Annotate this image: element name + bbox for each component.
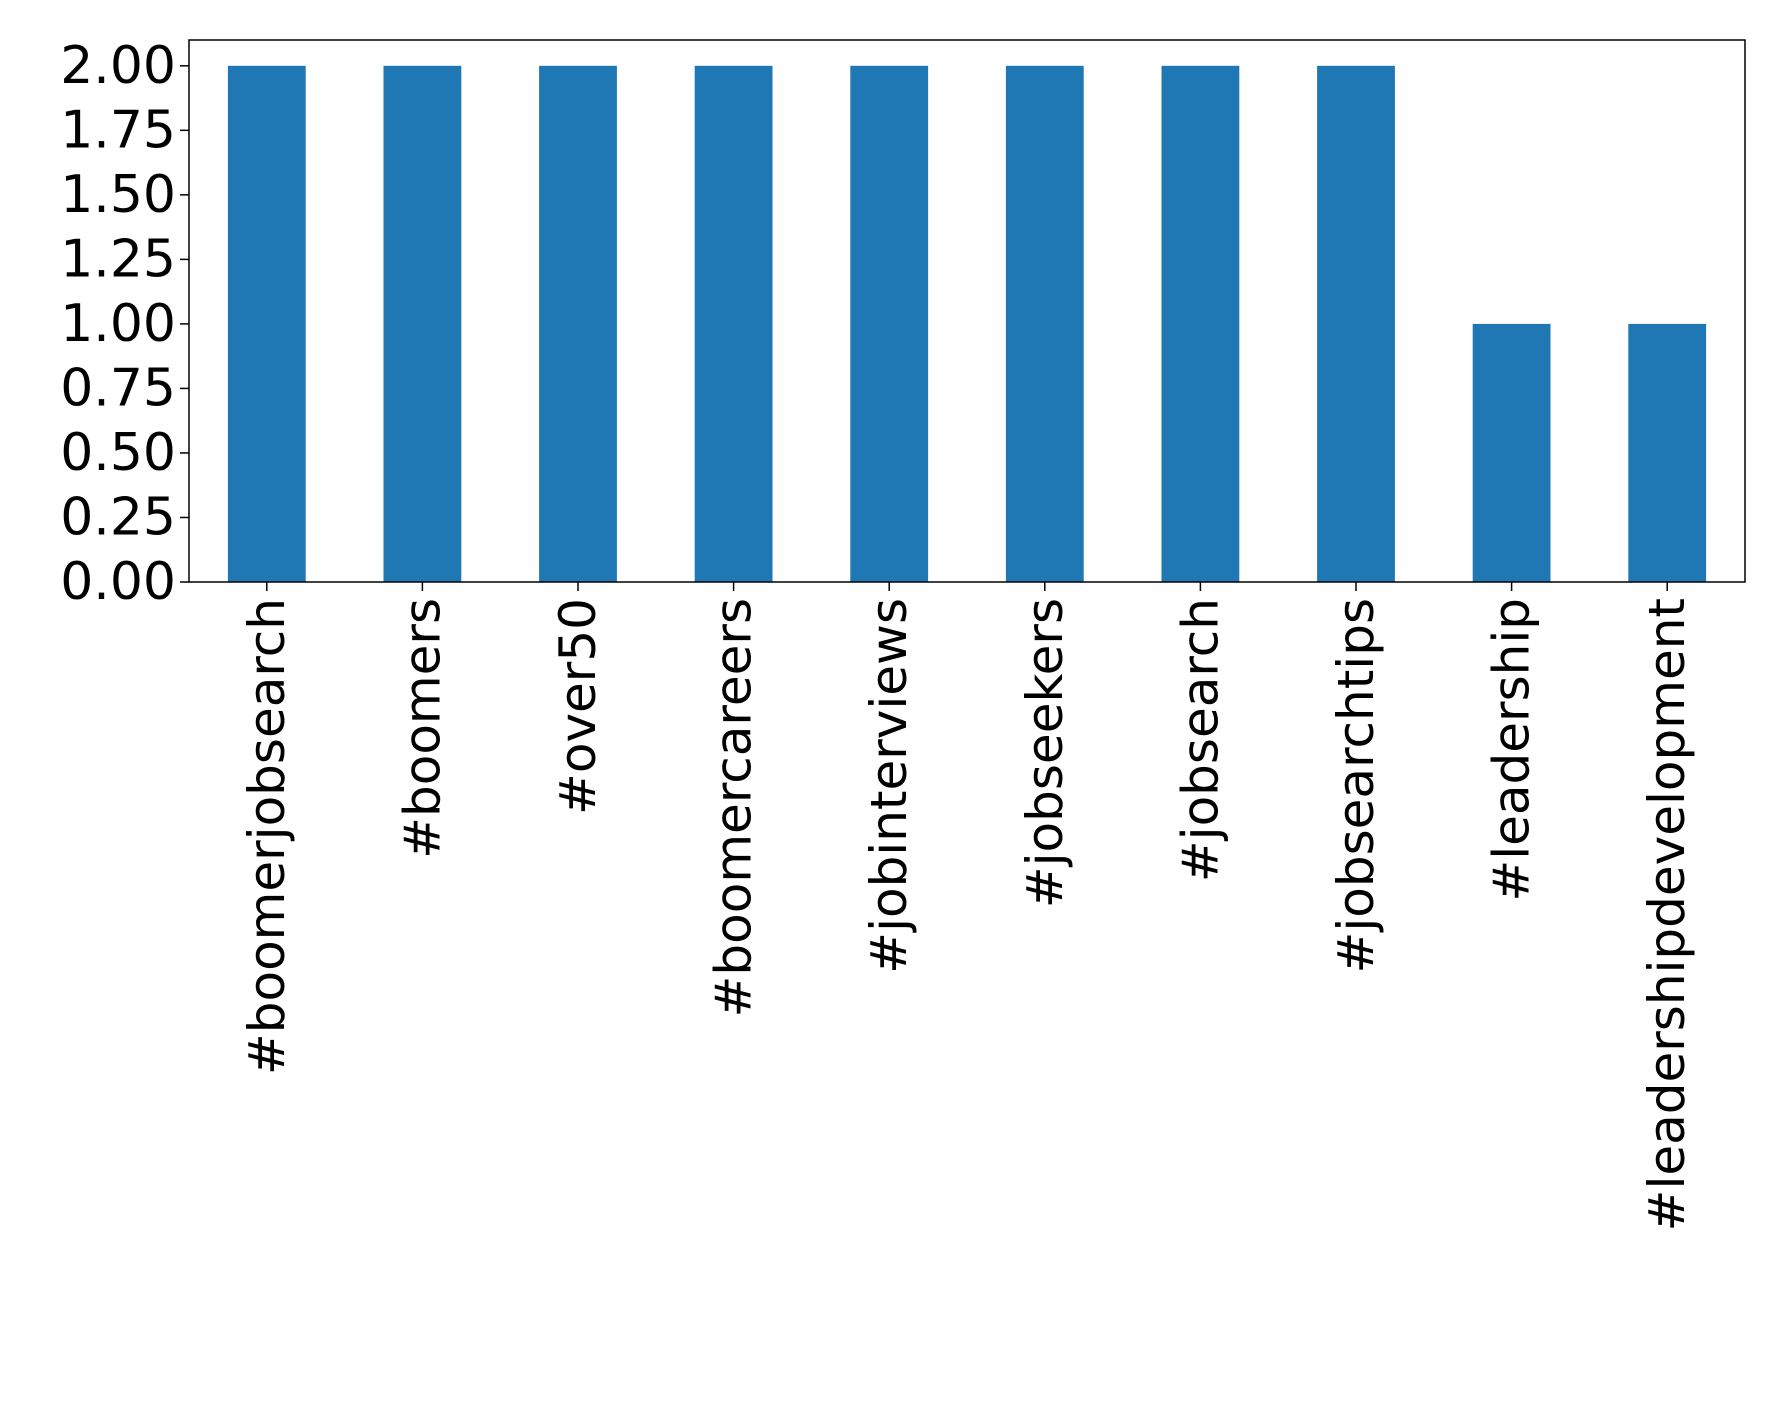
y-tick-label: 1.25	[60, 229, 176, 289]
y-tick-label: 0.50	[60, 423, 176, 483]
bar-leadershipdevelopment	[1628, 323, 1707, 582]
x-tick-label: #jobsearchtips	[1327, 598, 1385, 974]
x-tick-label: #over50	[549, 598, 607, 815]
x-tick-label: #jobinterviews	[860, 598, 918, 974]
bar-jobinterviews	[850, 65, 929, 583]
bar-jobsearch	[1161, 65, 1240, 583]
y-tick-label: 0.75	[60, 358, 176, 418]
x-axis: #boomerjobsearch #boomers #over50 #boomerca…	[238, 582, 1696, 1231]
x-tick-label: #leadershipdevelopment	[1638, 598, 1696, 1231]
bar-leadership	[1472, 323, 1551, 582]
bar-jobseekers	[1005, 65, 1084, 583]
bar-boomercareers	[694, 65, 773, 583]
x-tick-label: #boomers	[393, 598, 451, 859]
y-tick-label: 1.75	[60, 100, 176, 160]
x-tick-label: #boomerjobsearch	[238, 598, 296, 1075]
bars-group	[227, 65, 1707, 583]
y-tick-label: 0.25	[60, 487, 176, 547]
bar-boomerjobsearch	[227, 65, 306, 583]
x-tick-label: #jobseekers	[1016, 598, 1074, 908]
y-tick-label: 1.00	[60, 294, 176, 354]
y-tick-label: 2.00	[60, 36, 176, 96]
bar-over50	[539, 65, 617, 583]
y-tick-label: 0.00	[60, 552, 176, 612]
bar-jobsearchtips	[1317, 65, 1395, 583]
bar-boomers	[383, 65, 462, 583]
x-tick-label: #leadership	[1483, 598, 1541, 902]
y-axis: 0.000.250.500.751.001.251.501.752.00	[60, 36, 189, 612]
x-tick-label: #boomercareers	[705, 598, 763, 1017]
x-tick-label: #jobsearch	[1171, 598, 1229, 882]
plot-frame	[188, 39, 1746, 583]
y-tick-label: 1.50	[60, 165, 176, 225]
